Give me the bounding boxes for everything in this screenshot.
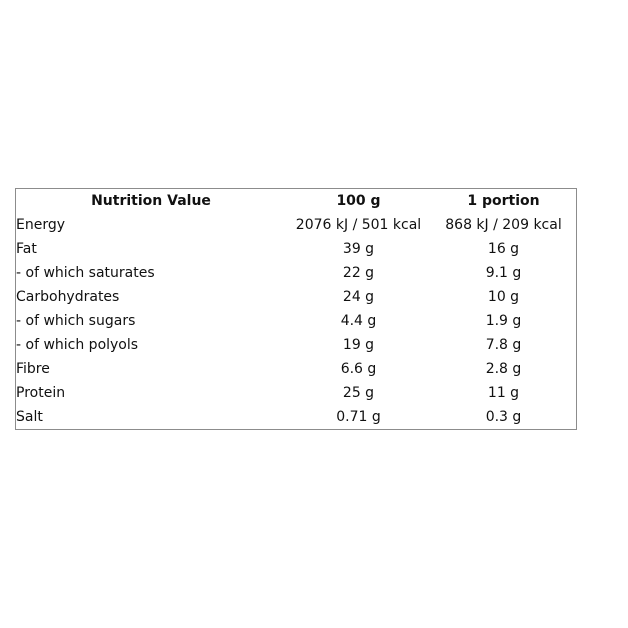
row-per-portion: 9.1 g (485, 265, 522, 281)
row-per-100g: 19 g (342, 337, 375, 353)
row-per-100g: 25 g (342, 385, 375, 401)
row-label: - of which saturates (16, 265, 155, 281)
table-row: Salt 0.71 g 0.3 g (16, 405, 576, 429)
row-per-portion: 16 g (487, 241, 520, 257)
table-row: Protein 25 g 11 g (16, 381, 576, 405)
table-header-row: Nutrition Value 100 g 1 portion (16, 189, 576, 213)
nutrition-table: Nutrition Value 100 g 1 portion Energy 2… (16, 189, 576, 429)
row-per-portion: 1.9 g (485, 313, 522, 329)
header-per-100g: 100 g (336, 193, 381, 209)
row-per-portion: 868 kJ / 209 kcal (445, 217, 562, 233)
header-nutrition-value: Nutrition Value (91, 193, 211, 209)
row-per-portion: 2.8 g (485, 361, 522, 377)
table-row: Energy 2076 kJ / 501 kcal 868 kJ / 209 k… (16, 213, 576, 237)
row-per-portion: 0.3 g (485, 409, 522, 425)
row-label: Protein (16, 385, 66, 401)
table-row: - of which saturates 22 g 9.1 g (16, 261, 576, 285)
row-per-portion: 7.8 g (485, 337, 522, 353)
table-row: - of which polyols 19 g 7.8 g (16, 333, 576, 357)
row-per-100g: 24 g (342, 289, 375, 305)
nutrition-table-container: Nutrition Value 100 g 1 portion Energy 2… (15, 188, 577, 430)
header-per-portion: 1 portion (467, 193, 540, 209)
row-per-100g: 4.4 g (340, 313, 377, 329)
table-row: Fat 39 g 16 g (16, 237, 576, 261)
row-label: - of which polyols (16, 337, 139, 353)
table-row: Carbohydrates 24 g 10 g (16, 285, 576, 309)
row-per-100g: 0.71 g (336, 409, 381, 425)
row-per-100g: 2076 kJ / 501 kcal (295, 217, 422, 233)
row-per-portion: 11 g (487, 385, 520, 401)
row-per-100g: 6.6 g (340, 361, 377, 377)
row-label: Salt (16, 409, 43, 425)
row-per-100g: 39 g (342, 241, 375, 257)
table-row: - of which sugars 4.4 g 1.9 g (16, 309, 576, 333)
row-per-100g: 22 g (342, 265, 375, 281)
table-row: Fibre 6.6 g 2.8 g (16, 357, 576, 381)
row-label: Energy (16, 217, 66, 233)
row-label: Fat (16, 241, 37, 257)
row-label: Carbohydrates (16, 289, 120, 305)
row-per-portion: 10 g (487, 289, 520, 305)
row-label: Fibre (16, 361, 50, 377)
row-label: - of which sugars (16, 313, 136, 329)
